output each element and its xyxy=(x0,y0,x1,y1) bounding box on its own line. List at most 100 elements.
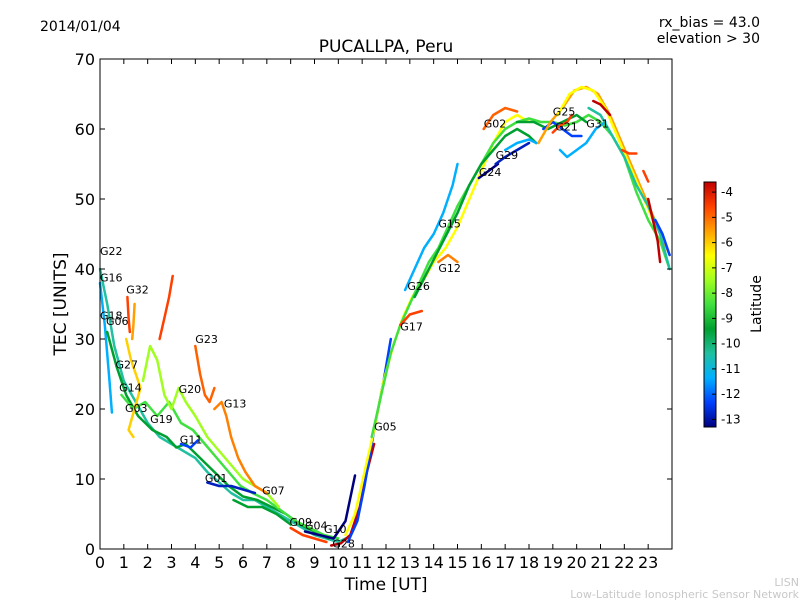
x-tick-label: 17 xyxy=(495,553,515,572)
series-line-26 xyxy=(503,138,538,152)
x-tick-label: 15 xyxy=(447,553,467,572)
y-axis-label: TEC [UNITS] xyxy=(51,252,71,356)
colorbar-tick-label: -12 xyxy=(721,387,741,401)
series-line-36 xyxy=(620,148,638,155)
x-tick-label: 3 xyxy=(166,553,176,572)
satellite-label-g31: G31 xyxy=(586,118,609,131)
x-tick-label: 1 xyxy=(119,553,129,572)
series-line-11 xyxy=(179,439,199,449)
satellite-label-g27: G27 xyxy=(116,358,139,371)
satellite-label-g23: G23 xyxy=(195,333,218,346)
colorbar-tick-label: -9 xyxy=(721,311,733,325)
series-line-31 xyxy=(558,120,607,159)
x-tick-label: 23 xyxy=(638,553,658,572)
y-tick-label: 0 xyxy=(85,540,95,559)
series-line-39 xyxy=(654,218,671,257)
x-tick-label: 21 xyxy=(590,553,610,572)
x-tick-label: 9 xyxy=(309,553,319,572)
series-line-18 xyxy=(344,113,531,537)
series-line-6 xyxy=(130,302,136,341)
series-line-37 xyxy=(642,169,650,183)
satellite-label-g22: G22 xyxy=(100,245,123,258)
satellite-label-g15: G15 xyxy=(438,218,461,231)
satellite-label-g04: G04 xyxy=(305,519,328,532)
footer-lisn: LISN xyxy=(774,576,799,589)
x-tick-label: 2 xyxy=(143,553,153,572)
satellite-label-g02: G02 xyxy=(484,118,507,131)
x-tick-label: 22 xyxy=(614,553,634,572)
x-tick-label: 16 xyxy=(471,553,491,572)
series-line-19 xyxy=(370,113,671,439)
series-line-5 xyxy=(124,337,142,439)
footer-network: Low-Latitude Ionospheric Sensor Network xyxy=(570,588,799,600)
satellite-label-g06: G06 xyxy=(106,315,129,328)
series-line-35 xyxy=(587,106,671,271)
colorbar-tick-label: -8 xyxy=(721,286,733,300)
colorbar-tick-label: -7 xyxy=(721,261,733,275)
x-tick-label: 10 xyxy=(328,553,348,572)
series-line-4 xyxy=(141,344,281,509)
x-tick-label: 5 xyxy=(214,553,224,572)
series-line-15 xyxy=(303,474,357,540)
satellite-label-g26: G26 xyxy=(407,280,430,293)
satellite-label-g21: G21 xyxy=(555,120,578,133)
series-line-21 xyxy=(437,253,459,264)
series-line-2 xyxy=(105,330,331,540)
x-tick-label: 19 xyxy=(543,553,563,572)
series-line-1 xyxy=(98,281,114,414)
series-line-30 xyxy=(551,113,574,134)
satellite-label-g25: G25 xyxy=(553,106,576,119)
satellite-label-g12: G12 xyxy=(438,262,461,275)
elevation-label: elevation > 30 xyxy=(657,31,760,47)
rx-bias-label: rx_bias = 43.0 xyxy=(659,15,760,31)
satellite-label-g24: G24 xyxy=(479,166,502,179)
chart-title: PUCALLPA, Peru xyxy=(319,37,454,57)
x-tick-label: 12 xyxy=(376,553,396,572)
satellite-label-g29: G29 xyxy=(496,149,519,162)
satellite-label-g07: G07 xyxy=(262,484,285,497)
y-tick-label: 10 xyxy=(75,470,95,489)
series-line-38 xyxy=(646,197,662,264)
satellite-label-g09: G09 xyxy=(290,516,313,529)
series-line-8 xyxy=(158,274,174,341)
satellite-label-g05: G05 xyxy=(374,421,397,434)
satellite-label-g14: G14 xyxy=(119,382,142,395)
y-tick-label: 30 xyxy=(75,330,95,349)
series-line-14 xyxy=(289,526,328,544)
series-line-34 xyxy=(592,99,612,117)
colorbar-tick-label: -6 xyxy=(721,236,733,250)
satellite-label-g20: G20 xyxy=(179,383,202,396)
satellite-label-g19: G19 xyxy=(150,413,173,426)
colorbar-tick-label: -4 xyxy=(721,185,733,199)
series-line-23 xyxy=(413,127,538,299)
series-line-7 xyxy=(126,295,132,334)
y-tick-label: 20 xyxy=(75,400,95,419)
y-tick-label: 60 xyxy=(75,120,95,139)
satellite-label-g16: G16 xyxy=(100,272,123,285)
x-tick-label: 0 xyxy=(95,553,105,572)
series-line-12 xyxy=(206,481,257,495)
satellite-label-g32: G32 xyxy=(126,284,149,297)
x-axis-ticks: 0 1 2 3 4 5 6 7 8 9 10 11 12 13 14 15 16 17 18 19 20 21 22 23 xyxy=(95,59,658,572)
x-tick-label: 11 xyxy=(352,553,372,572)
colorbar-ticks: -4 -5 -6 -7 -8 -9 -10 -11 -12 -13 xyxy=(712,185,741,426)
satellite-label-g13: G13 xyxy=(224,398,247,411)
satellite-label-g03: G03 xyxy=(125,402,148,415)
colorbar-label: Latitude xyxy=(749,275,765,333)
colorbar-tick-label: -5 xyxy=(721,210,733,224)
satellite-label-g10: G10 xyxy=(324,523,347,536)
satellite-label-g18: G18 xyxy=(100,309,123,322)
date-label: 2014/01/04 xyxy=(40,19,121,35)
series-line-20 xyxy=(399,309,424,327)
y-tick-label: 70 xyxy=(75,50,95,69)
y-tick-label: 50 xyxy=(75,190,95,209)
colorbar xyxy=(703,181,717,428)
series-line-25 xyxy=(494,141,531,166)
series-line-24 xyxy=(477,162,500,180)
colorbar-tick-label: -10 xyxy=(721,337,741,351)
x-tick-label: 7 xyxy=(262,553,272,572)
series-line-3 xyxy=(120,393,340,540)
x-tick-label: 18 xyxy=(519,553,539,572)
colorbar-tick-label: -13 xyxy=(721,412,741,426)
